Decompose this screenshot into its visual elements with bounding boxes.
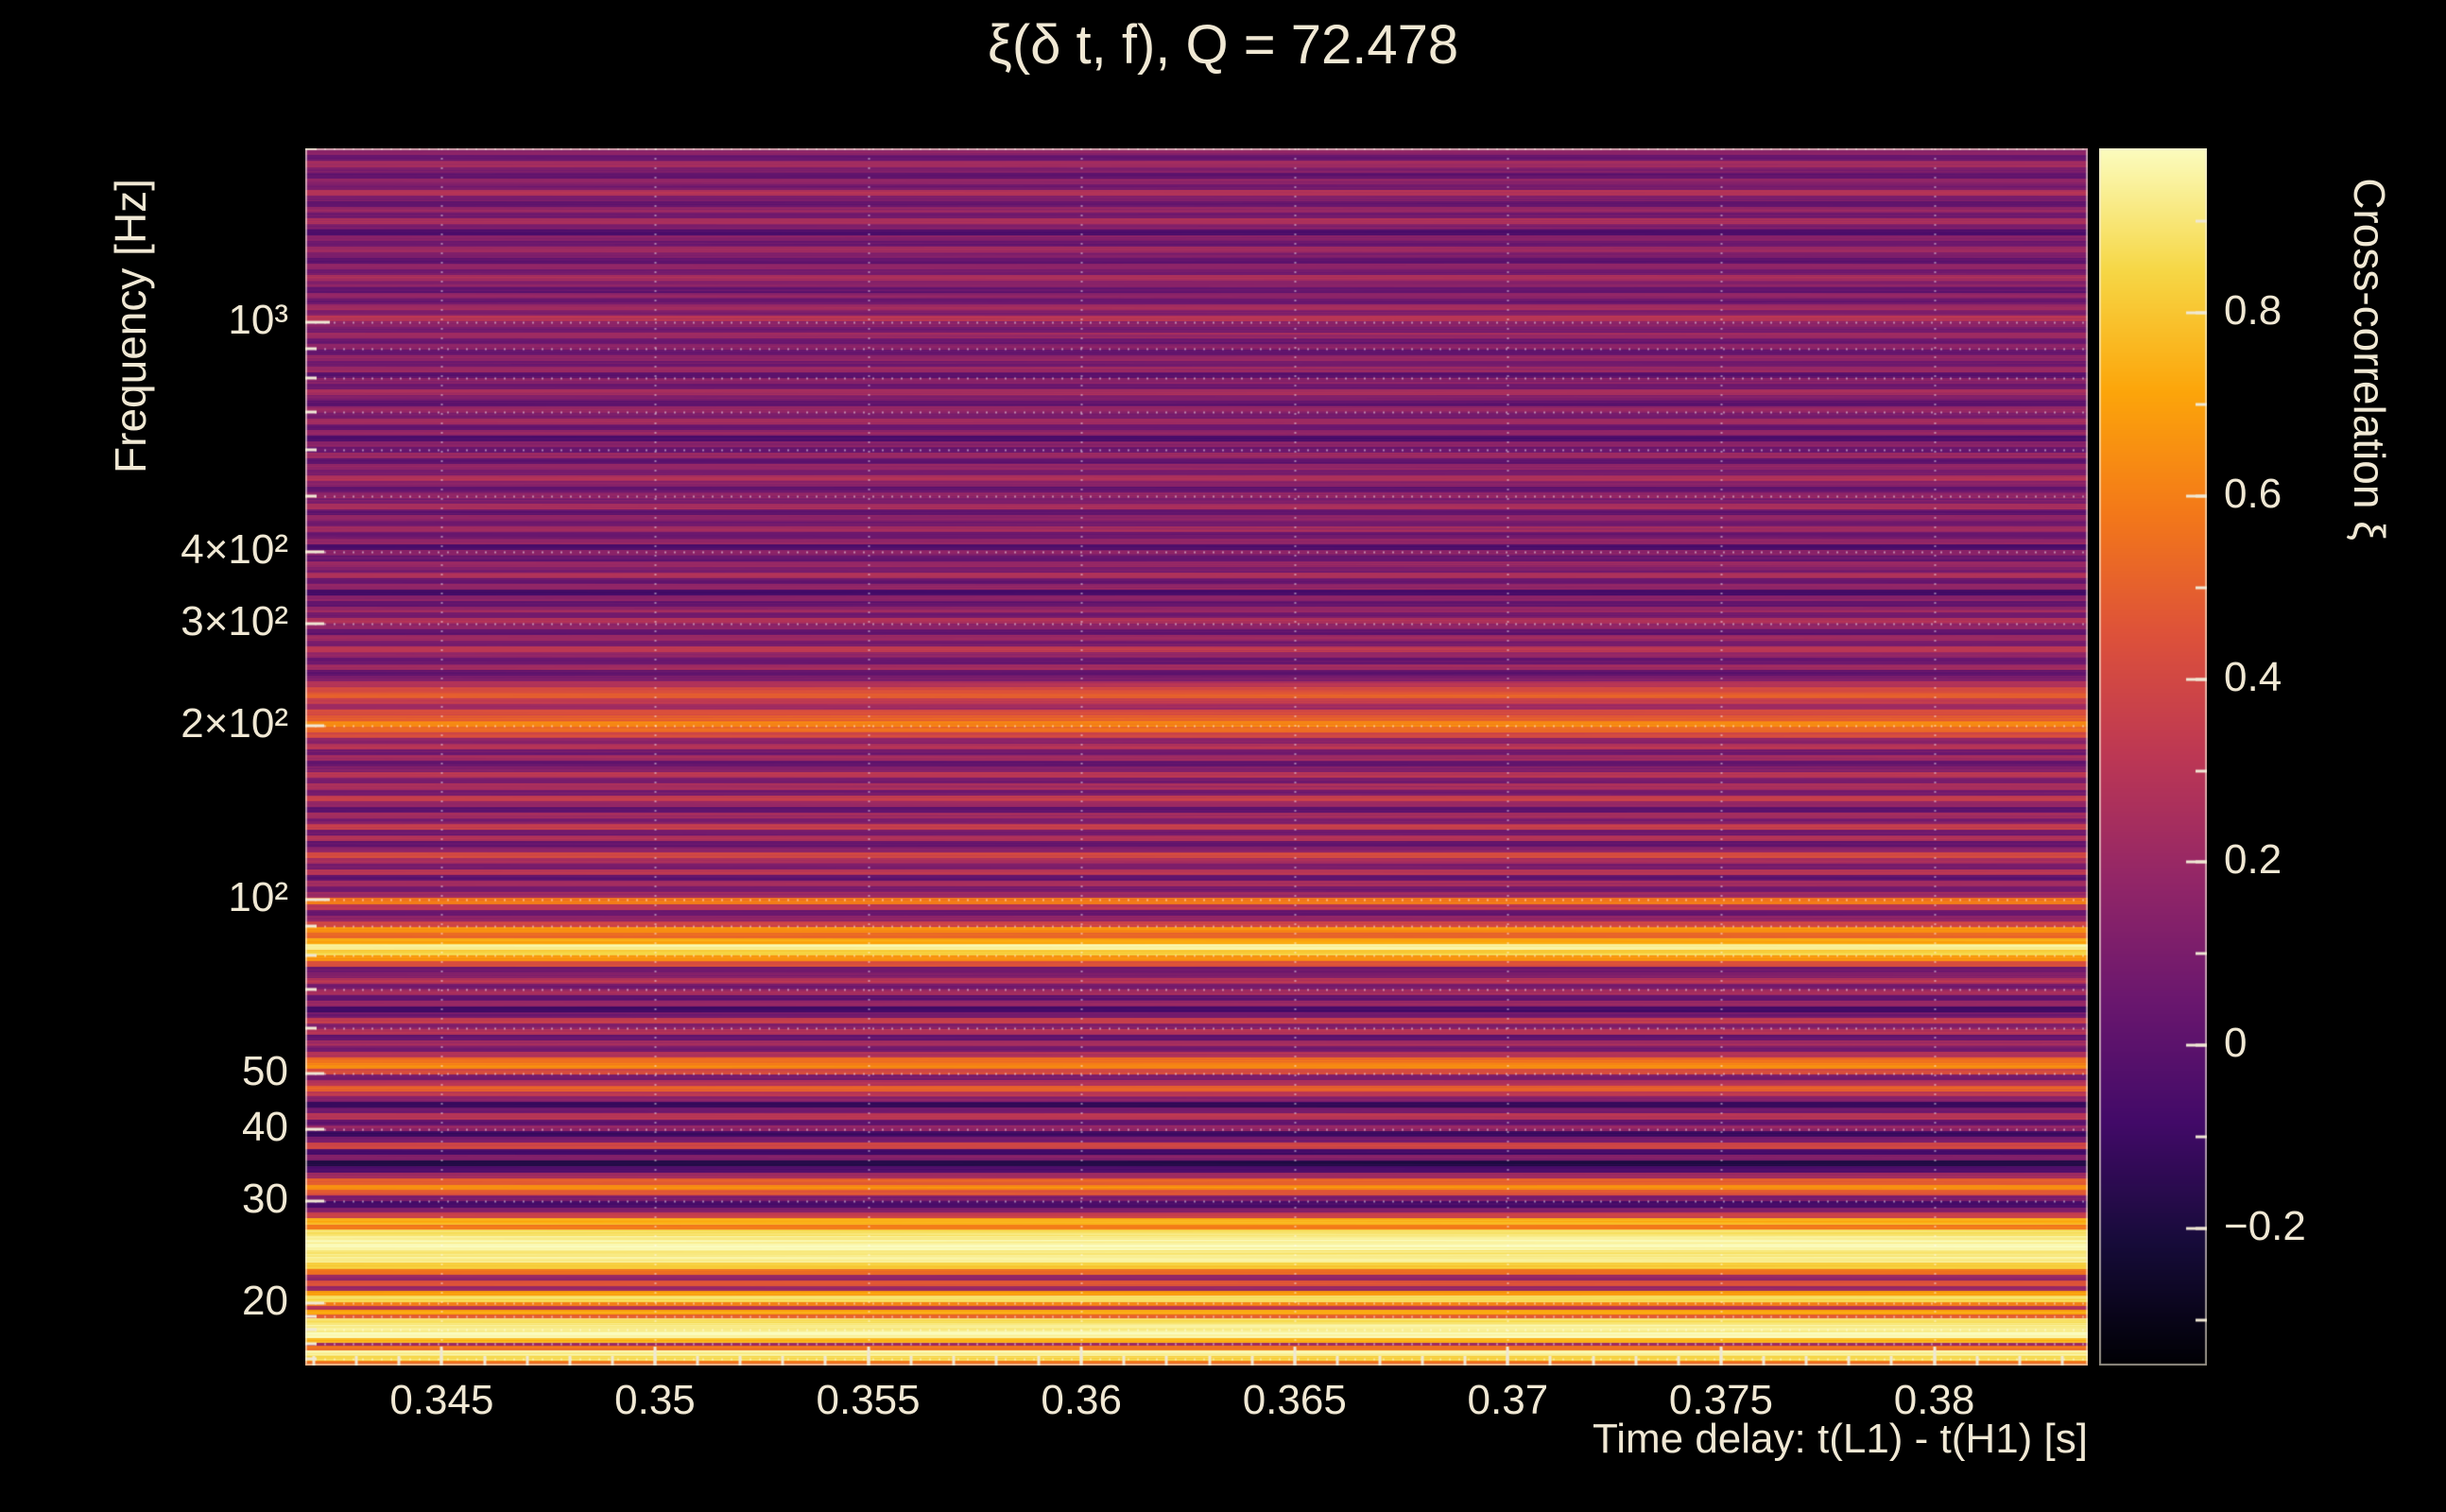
x-tick-label: 0.37 (1467, 1377, 1549, 1423)
x-axis-title: Time delay: t(L1) - t(H1) [s] (1592, 1416, 2088, 1462)
plot-title: ξ(δ t, f), Q = 72.478 (987, 14, 1459, 76)
colorbar-tick-label: −0.2 (2224, 1202, 2306, 1249)
y-tick-label: 10² (228, 873, 288, 920)
y-tick-label: 50 (242, 1047, 288, 1094)
x-tick-label: 0.38 (1893, 1377, 1975, 1423)
heatmap-canvas (305, 148, 2088, 1366)
colorbar-canvas (2099, 148, 2207, 1366)
y-tick-label: 30 (242, 1176, 288, 1223)
colorbar-title: Cross-correlation ξ (2345, 178, 2394, 541)
colorbar-tick-label: 0.8 (2224, 287, 2282, 335)
y-tick-label: 4×10² (181, 526, 288, 574)
y-tick-label: 2×10² (181, 700, 288, 747)
y-tick-label: 10³ (228, 296, 288, 343)
colorbar-tick-label: 0 (2224, 1020, 2248, 1067)
x-tick-label: 0.36 (1041, 1377, 1122, 1423)
x-tick-label: 0.355 (816, 1377, 921, 1423)
x-tick-label: 0.365 (1242, 1377, 1347, 1423)
colorbar-tick-label: 0.4 (2224, 653, 2282, 700)
x-tick-label: 0.345 (389, 1377, 494, 1423)
y-tick-label: 3×10² (181, 598, 288, 645)
colorbar-tick-label: 0.2 (2224, 836, 2282, 884)
x-tick-label: 0.35 (614, 1377, 696, 1423)
y-tick-label: 40 (242, 1104, 288, 1151)
x-tick-label: 0.375 (1668, 1377, 1774, 1423)
y-tick-label: 20 (242, 1278, 288, 1325)
colorbar-tick-label: 0.6 (2224, 471, 2282, 517)
